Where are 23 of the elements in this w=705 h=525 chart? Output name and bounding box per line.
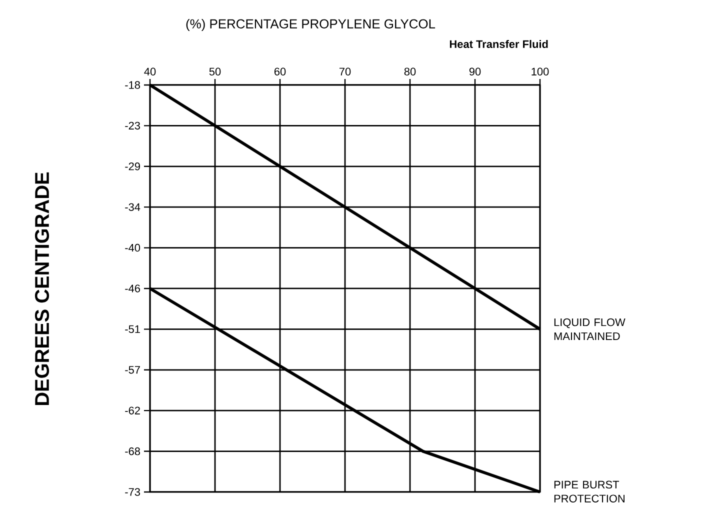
- y-tick-label: -62: [125, 406, 140, 414]
- y-tick-label: -40: [125, 244, 140, 252]
- x-tick-label: 70: [339, 68, 351, 76]
- y-tick-label: -51: [125, 325, 140, 334]
- y-tick-label: -18: [125, 81, 140, 89]
- x-tick-label: 50: [209, 68, 221, 76]
- y-tick-label: -73: [125, 488, 140, 496]
- x-tick-label: 40: [144, 68, 156, 76]
- x-tick-label: 90: [469, 68, 481, 76]
- x-tick-label: 60: [274, 68, 286, 76]
- y-tick-label: -46: [125, 284, 140, 292]
- y-tick-label: -23: [125, 122, 140, 130]
- y-axis-title: DEGREES CENTIGRADE: [34, 172, 50, 406]
- series-label: LIQUID FLOW MAINTAINED: [554, 318, 626, 340]
- y-tick-label: -34: [125, 203, 140, 211]
- x-tick-label: 80: [404, 68, 416, 76]
- x-axis-title: Heat Transfer Fluid: [450, 40, 548, 48]
- y-tick-label: -57: [125, 366, 140, 374]
- y-tick-label: -68: [125, 447, 140, 456]
- chart-title: (%) PERCENTAGE PROPYLENE GLYCOL: [186, 18, 436, 32]
- y-tick-label: -29: [125, 162, 140, 170]
- x-tick-label: 100: [532, 68, 549, 76]
- series-label: PIPE BURST PROTECTION: [554, 480, 624, 502]
